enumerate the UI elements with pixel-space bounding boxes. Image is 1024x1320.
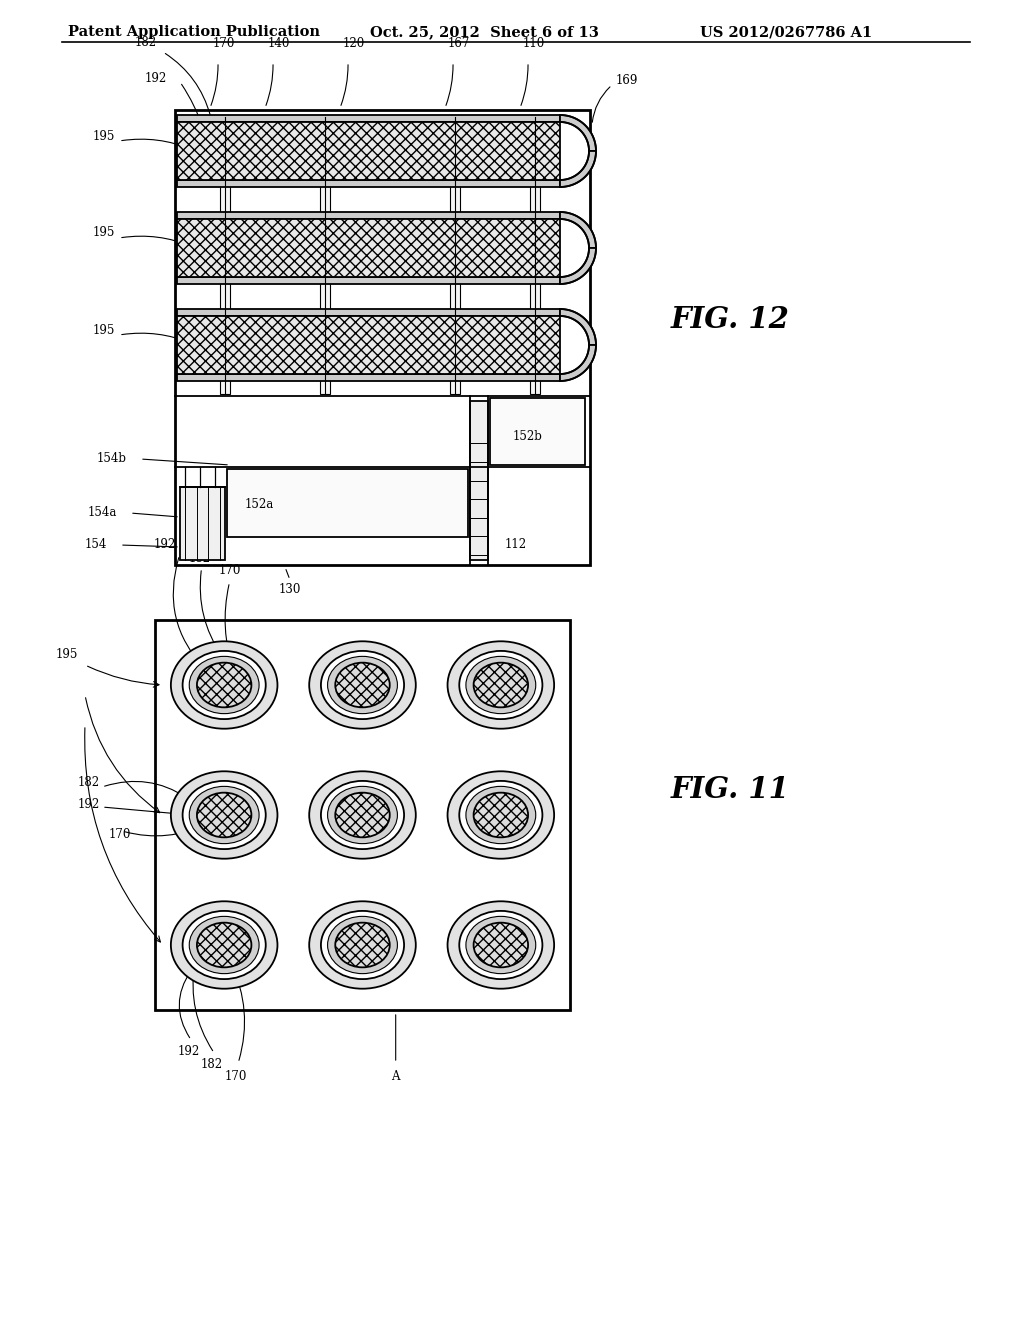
Polygon shape bbox=[177, 180, 560, 187]
Polygon shape bbox=[560, 309, 596, 345]
Ellipse shape bbox=[197, 923, 252, 968]
Text: 154: 154 bbox=[85, 539, 106, 552]
Ellipse shape bbox=[182, 781, 266, 849]
Polygon shape bbox=[319, 117, 330, 393]
Ellipse shape bbox=[447, 771, 554, 859]
Text: 192: 192 bbox=[78, 799, 100, 812]
Ellipse shape bbox=[171, 642, 278, 729]
Ellipse shape bbox=[309, 771, 416, 859]
Text: 154a: 154a bbox=[88, 507, 117, 520]
Text: A: A bbox=[391, 1071, 400, 1082]
Ellipse shape bbox=[459, 911, 543, 979]
Ellipse shape bbox=[473, 793, 528, 837]
Polygon shape bbox=[560, 115, 596, 187]
Polygon shape bbox=[530, 117, 540, 393]
Ellipse shape bbox=[171, 771, 278, 859]
Ellipse shape bbox=[473, 923, 528, 968]
Ellipse shape bbox=[447, 902, 554, 989]
Text: 182: 182 bbox=[135, 36, 157, 49]
Ellipse shape bbox=[171, 902, 278, 989]
Text: 154b: 154b bbox=[97, 453, 127, 466]
Polygon shape bbox=[490, 399, 585, 465]
Text: Oct. 25, 2012  Sheet 6 of 13: Oct. 25, 2012 Sheet 6 of 13 bbox=[370, 25, 599, 40]
Ellipse shape bbox=[466, 656, 536, 714]
Text: 130: 130 bbox=[279, 583, 301, 597]
Polygon shape bbox=[450, 117, 460, 393]
Text: 167: 167 bbox=[447, 37, 470, 50]
Polygon shape bbox=[560, 248, 596, 284]
Ellipse shape bbox=[197, 663, 252, 708]
Polygon shape bbox=[560, 213, 596, 284]
Ellipse shape bbox=[309, 902, 416, 989]
Text: 195: 195 bbox=[92, 227, 115, 239]
Ellipse shape bbox=[321, 911, 404, 979]
Polygon shape bbox=[180, 487, 225, 560]
Ellipse shape bbox=[328, 656, 397, 714]
Ellipse shape bbox=[197, 793, 252, 837]
Text: 195: 195 bbox=[55, 648, 78, 661]
Polygon shape bbox=[177, 374, 560, 381]
Text: Patent Application Publication: Patent Application Publication bbox=[68, 25, 319, 40]
Ellipse shape bbox=[466, 916, 536, 974]
Polygon shape bbox=[220, 117, 230, 393]
Text: FIG. 11: FIG. 11 bbox=[671, 776, 790, 804]
Text: 195: 195 bbox=[92, 129, 115, 143]
Text: 120: 120 bbox=[343, 37, 366, 50]
Text: FIG. 12: FIG. 12 bbox=[671, 305, 790, 334]
Polygon shape bbox=[560, 213, 596, 248]
Ellipse shape bbox=[182, 911, 266, 979]
Ellipse shape bbox=[335, 663, 390, 708]
Polygon shape bbox=[470, 401, 488, 560]
Text: 170: 170 bbox=[109, 829, 131, 842]
Ellipse shape bbox=[328, 916, 397, 974]
Ellipse shape bbox=[189, 787, 259, 843]
Text: US 2012/0267786 A1: US 2012/0267786 A1 bbox=[700, 25, 872, 40]
Ellipse shape bbox=[182, 651, 266, 719]
Text: 112: 112 bbox=[505, 539, 527, 552]
Polygon shape bbox=[177, 115, 560, 121]
Polygon shape bbox=[227, 469, 468, 537]
Ellipse shape bbox=[466, 787, 536, 843]
Text: 169: 169 bbox=[616, 74, 638, 87]
Polygon shape bbox=[560, 150, 596, 187]
Polygon shape bbox=[177, 277, 560, 284]
Text: 170: 170 bbox=[218, 564, 241, 577]
Ellipse shape bbox=[459, 651, 543, 719]
Text: 170: 170 bbox=[225, 1071, 248, 1082]
Text: 110: 110 bbox=[523, 37, 545, 50]
Text: 152b: 152b bbox=[513, 430, 543, 444]
Polygon shape bbox=[177, 309, 560, 315]
Text: 152a: 152a bbox=[245, 499, 274, 511]
Text: 192: 192 bbox=[144, 71, 167, 84]
Ellipse shape bbox=[335, 923, 390, 968]
Text: 170: 170 bbox=[213, 37, 236, 50]
Polygon shape bbox=[177, 219, 560, 277]
Ellipse shape bbox=[328, 787, 397, 843]
Text: 192: 192 bbox=[154, 539, 175, 552]
Text: 192: 192 bbox=[178, 1045, 201, 1059]
Text: 182: 182 bbox=[78, 776, 100, 789]
Ellipse shape bbox=[459, 781, 543, 849]
Ellipse shape bbox=[447, 642, 554, 729]
Polygon shape bbox=[560, 115, 596, 150]
Text: 182: 182 bbox=[201, 1059, 223, 1071]
Ellipse shape bbox=[321, 781, 404, 849]
Ellipse shape bbox=[321, 651, 404, 719]
Ellipse shape bbox=[473, 663, 528, 708]
Polygon shape bbox=[560, 345, 596, 381]
Polygon shape bbox=[177, 121, 560, 180]
Polygon shape bbox=[177, 315, 560, 374]
Polygon shape bbox=[177, 213, 560, 219]
Ellipse shape bbox=[309, 642, 416, 729]
Text: 182: 182 bbox=[188, 552, 211, 565]
Ellipse shape bbox=[189, 656, 259, 714]
Polygon shape bbox=[560, 309, 596, 381]
Ellipse shape bbox=[335, 793, 390, 837]
Ellipse shape bbox=[189, 916, 259, 974]
Text: 195: 195 bbox=[92, 323, 115, 337]
Text: 140: 140 bbox=[268, 37, 290, 50]
